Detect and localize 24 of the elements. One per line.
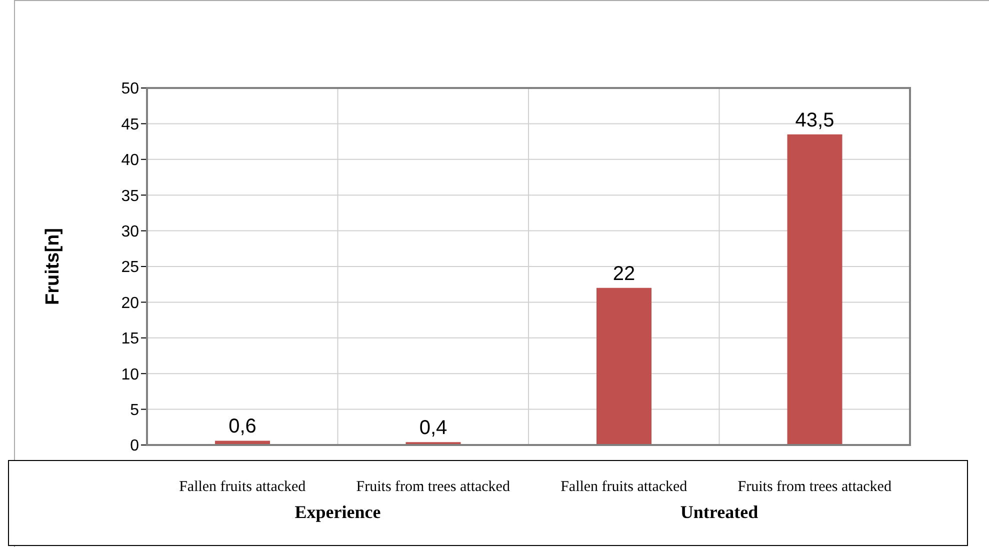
y-tick-label: 25 [121,259,140,276]
y-tick-label: 20 [121,294,140,312]
y-tick-label: 10 [121,366,140,384]
y-tick-label: 50 [121,80,140,98]
text: Experience [294,502,382,523]
data-label: 43,5 [795,109,834,132]
data-label: 22 [612,262,636,285]
x-tick-label: Fruits from trees attacked [355,479,511,496]
data-label: 0,4 [419,417,448,440]
y-tick-label: 30 [121,223,140,240]
x-tick-label: Fallen fruits attacked [178,479,307,496]
y-tick-label: 0 [130,438,140,455]
y-tick-label: 5 [130,402,140,419]
y-tick-label: 45 [121,116,140,134]
y-tick-label: 15 [121,330,140,348]
y-tick-label: 35 [121,188,140,205]
y-axis-title: Fruits[n] [42,228,64,306]
y-tick-label: 40 [121,152,140,170]
x-tick-label: Fallen fruits attacked [560,479,688,496]
bar [596,288,652,445]
x-tick-label: Fruits from trees attacked [736,479,892,496]
data-label: 0,6 [228,416,256,438]
text: Untreated [679,502,760,523]
bar [787,134,842,445]
